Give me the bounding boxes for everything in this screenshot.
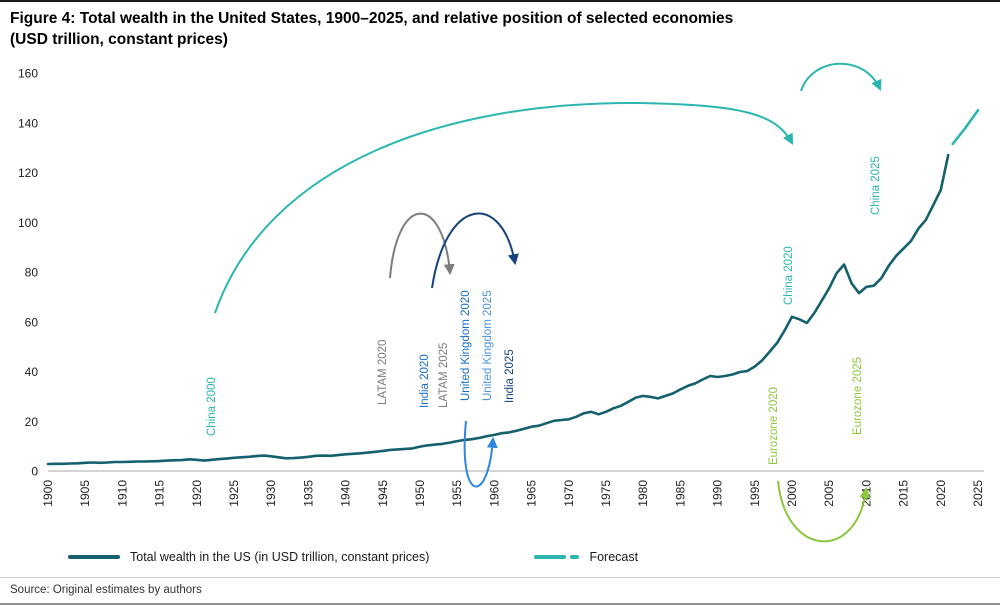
svg-text:1905: 1905 xyxy=(78,479,92,506)
svg-text:1900: 1900 xyxy=(41,479,55,506)
legend-forecast-label: Forecast xyxy=(589,549,639,564)
arrow-china-2020-to-2025 xyxy=(800,62,882,92)
annotation-label: China 2020 xyxy=(783,246,795,305)
arrow-latam-2020-to-2025 xyxy=(389,212,455,278)
svg-text:1925: 1925 xyxy=(227,479,241,506)
svg-text:80: 80 xyxy=(25,265,39,279)
series-forecast xyxy=(951,108,980,145)
forecast-swatch-segment xyxy=(534,555,567,559)
svg-text:1990: 1990 xyxy=(711,479,725,506)
arrow-china-2000-to-2020 xyxy=(214,101,794,314)
svg-text:0: 0 xyxy=(31,464,38,478)
figure-title-line2: (USD trillion, constant prices) xyxy=(10,31,228,49)
svg-text:1930: 1930 xyxy=(264,479,278,506)
annotation-label: United Kingdom 2025 xyxy=(482,290,494,401)
svg-text:1960: 1960 xyxy=(487,479,501,506)
annotation-label: China 2000 xyxy=(206,377,218,436)
svg-text:2005: 2005 xyxy=(822,479,836,506)
us-line-swatch xyxy=(68,555,120,559)
svg-text:1940: 1940 xyxy=(339,479,353,506)
chart-legend: Total wealth in the US (in USD trillion,… xyxy=(0,545,1000,569)
svg-text:1995: 1995 xyxy=(748,479,762,506)
annotation-label: Eurozone 2025 xyxy=(852,357,864,435)
arrow-india-2020-to-2025 xyxy=(431,212,519,288)
legend-us-label: Total wealth in the US (in USD trillion,… xyxy=(130,549,430,564)
svg-text:40: 40 xyxy=(25,365,39,379)
svg-text:1985: 1985 xyxy=(673,479,687,506)
arrow-eurozone-2020-to-2025 xyxy=(777,480,871,542)
svg-text:1955: 1955 xyxy=(450,479,464,506)
svg-text:1935: 1935 xyxy=(301,479,315,506)
svg-text:1945: 1945 xyxy=(376,479,390,506)
forecast-line-swatch xyxy=(534,555,580,559)
svg-text:1920: 1920 xyxy=(190,479,204,506)
svg-text:1915: 1915 xyxy=(153,479,167,506)
wealth-line-chart: 0 20 40 60 80 100 120 140 160 1900 1905 1910 1915 192… xyxy=(18,62,985,542)
annotation-label: Eurozone 2020 xyxy=(768,387,780,465)
svg-text:1975: 1975 xyxy=(599,479,613,506)
svg-text:1970: 1970 xyxy=(562,479,576,506)
legend-item-us: Total wealth in the US (in USD trillion,… xyxy=(68,550,429,564)
svg-text:2020: 2020 xyxy=(934,479,948,506)
source-divider xyxy=(0,576,1000,578)
annotation-label: China 2025 xyxy=(870,156,882,215)
top-divider xyxy=(0,0,1000,2)
annotation-label: India 2020 xyxy=(419,354,431,408)
bottom-divider xyxy=(0,603,1000,605)
svg-text:120: 120 xyxy=(18,166,38,180)
annotation-label: India 2025 xyxy=(504,349,516,403)
annotation-label: LATAM 2025 xyxy=(438,342,450,407)
annotation-label: United Kingdom 2020 xyxy=(460,290,472,401)
svg-text:1965: 1965 xyxy=(525,479,539,506)
svg-text:2000: 2000 xyxy=(785,479,799,506)
annotation-label: LATAM 2020 xyxy=(377,339,389,404)
arrow-uk-2020-to-2025 xyxy=(463,420,498,488)
legend-item-forecast: Forecast xyxy=(534,550,638,564)
series-us xyxy=(46,153,950,466)
svg-text:2015: 2015 xyxy=(897,479,911,506)
svg-text:160: 160 xyxy=(18,66,38,80)
svg-text:60: 60 xyxy=(25,315,39,329)
figure-title: Figure 4: Total wealth in the United Sta… xyxy=(0,2,1000,51)
svg-text:1980: 1980 xyxy=(636,479,650,506)
forecast-swatch-dash xyxy=(570,555,580,559)
svg-text:140: 140 xyxy=(18,116,38,130)
source-note: Source: Original estimates by authors xyxy=(10,583,202,596)
svg-text:1950: 1950 xyxy=(413,479,427,506)
svg-text:100: 100 xyxy=(18,216,38,230)
svg-text:1910: 1910 xyxy=(115,479,129,506)
figure-title-line1: Figure 4: Total wealth in the United Sta… xyxy=(10,10,734,27)
svg-text:20: 20 xyxy=(25,415,39,429)
svg-text:2025: 2025 xyxy=(971,479,985,506)
